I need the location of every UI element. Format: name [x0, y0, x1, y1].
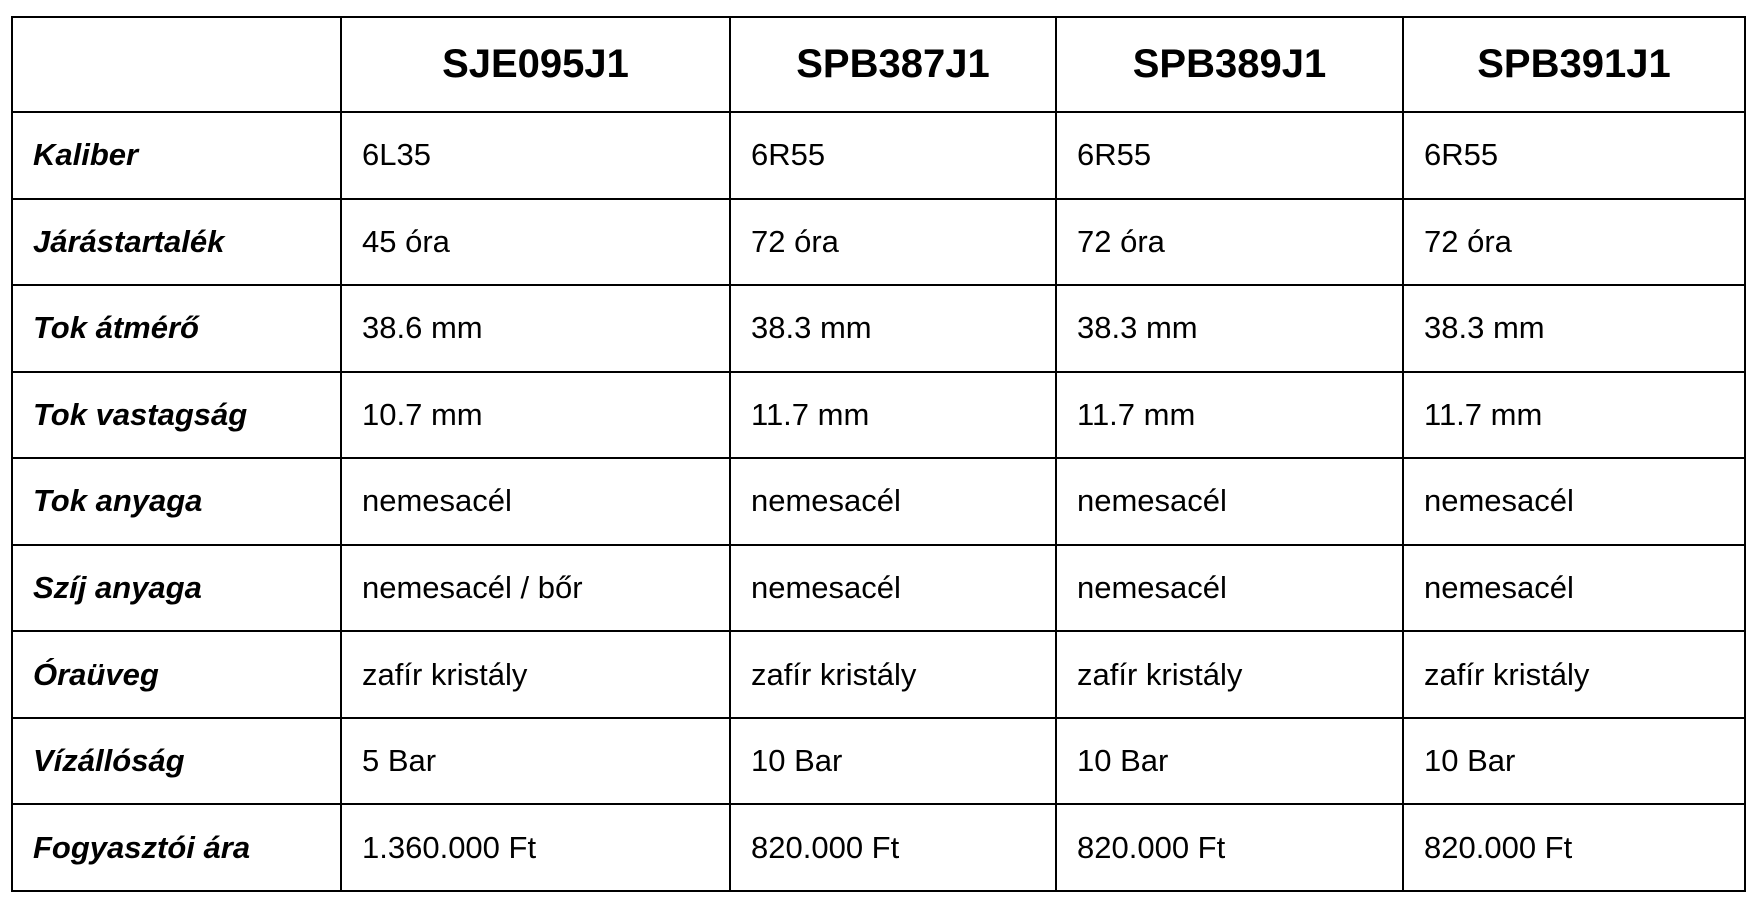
row-label: Szíj anyaga: [11, 543, 342, 633]
row-label: Kaliber: [11, 111, 342, 200]
table-cell: 6R55: [1402, 111, 1746, 200]
table-cell: 6L35: [340, 111, 731, 200]
row-label: Fogyasztói ára: [11, 803, 342, 892]
table-cell: 6R55: [1055, 111, 1404, 200]
table-cell: 38.3 mm: [729, 284, 1057, 373]
table-cell: 38.3 mm: [1055, 284, 1404, 373]
table-cell: 6R55: [729, 111, 1057, 200]
table-row: Vízállóság 5 Bar 10 Bar 10 Bar 10 Bar: [11, 716, 1746, 806]
table-cell: nemesacél: [1055, 543, 1404, 633]
watch-comparison-table: SJE095J1 SPB387J1 SPB389J1 SPB391J1 Kali…: [11, 16, 1746, 892]
table-row: Tok átmérő 38.6 mm 38.3 mm 38.3 mm 38.3 mm: [11, 284, 1746, 373]
table-row: Járástartalék 45 óra 72 óra 72 óra 72 óra: [11, 197, 1746, 287]
table-cell: 10 Bar: [729, 716, 1057, 806]
table-cell: 10 Bar: [1402, 716, 1746, 806]
table-row: Tok vastagság 10.7 mm 11.7 mm 11.7 mm 11.7 m…: [11, 370, 1746, 460]
table-cell: 72 óra: [1055, 197, 1404, 287]
table-cell: nemesacél: [729, 457, 1057, 546]
table-row: Szíj anyaga nemesacél / bőr nemesacél nemes…: [11, 543, 1746, 633]
table-cell: nemesacél: [1402, 457, 1746, 546]
table-row: Kaliber 6L35 6R55 6R55 6R55: [11, 111, 1746, 200]
table-cell: nemesacél: [340, 457, 731, 546]
header-cell-model: SPB389J1: [1055, 16, 1404, 113]
table-cell: nemesacél / bőr: [340, 543, 731, 633]
header-cell-empty: [11, 16, 342, 113]
table-cell: 72 óra: [729, 197, 1057, 287]
table-cell: 820.000 Ft: [1055, 803, 1404, 892]
table-cell: zafír kristály: [729, 630, 1057, 719]
header-cell-model: SPB387J1: [729, 16, 1057, 113]
header-cell-model: SJE095J1: [340, 16, 731, 113]
table-cell: 820.000 Ft: [1402, 803, 1746, 892]
header-cell-model: SPB391J1: [1402, 16, 1746, 113]
table-cell: 11.7 mm: [729, 370, 1057, 460]
row-label: Vízállóság: [11, 716, 342, 806]
table-cell: zafír kristály: [340, 630, 731, 719]
row-label: Tok vastagság: [11, 370, 342, 460]
table-cell: zafír kristály: [1055, 630, 1404, 719]
table-cell: 72 óra: [1402, 197, 1746, 287]
row-label: Tok átmérő: [11, 284, 342, 373]
row-label: Tok anyaga: [11, 457, 342, 546]
table-cell: 820.000 Ft: [729, 803, 1057, 892]
table-cell: 11.7 mm: [1402, 370, 1746, 460]
header-row: SJE095J1 SPB387J1 SPB389J1 SPB391J1: [11, 16, 1746, 113]
table-cell: zafír kristály: [1402, 630, 1746, 719]
row-label: Járástartalék: [11, 197, 342, 287]
table-row: Óraüveg zafír kristály zafír kristály zafír…: [11, 630, 1746, 719]
table-cell: 38.6 mm: [340, 284, 731, 373]
table-cell: 45 óra: [340, 197, 731, 287]
table-row: Fogyasztói ára 1.360.000 Ft 820.000 Ft 820.…: [11, 803, 1746, 892]
row-label: Óraüveg: [11, 630, 342, 719]
table-row: Tok anyaga nemesacél nemesacél nemesacél nem…: [11, 457, 1746, 546]
table-cell: nemesacél: [1402, 543, 1746, 633]
table-cell: 11.7 mm: [1055, 370, 1404, 460]
table-cell: nemesacél: [1055, 457, 1404, 546]
table-cell: nemesacél: [729, 543, 1057, 633]
table-cell: 10 Bar: [1055, 716, 1404, 806]
table-cell: 10.7 mm: [340, 370, 731, 460]
table-cell: 5 Bar: [340, 716, 731, 806]
table-cell: 1.360.000 Ft: [340, 803, 731, 892]
table-cell: 38.3 mm: [1402, 284, 1746, 373]
